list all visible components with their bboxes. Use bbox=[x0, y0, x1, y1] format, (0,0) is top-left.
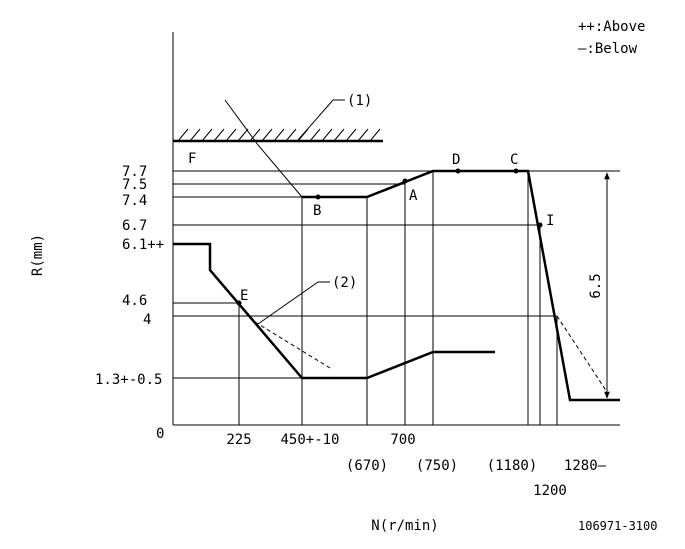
y-label: 4.6 bbox=[122, 293, 147, 309]
dimension-label: 6.5 bbox=[588, 273, 604, 298]
lower-curve bbox=[173, 242, 495, 380]
legend-text: ++:Above bbox=[578, 19, 645, 35]
point-label: E bbox=[240, 288, 248, 304]
point-label: C bbox=[510, 152, 518, 168]
callout: (1) bbox=[347, 93, 372, 109]
drawing-code: 106971-3100 bbox=[578, 519, 657, 533]
y-label: 7.5 bbox=[122, 177, 147, 193]
axis-title: R(mm) bbox=[30, 234, 46, 276]
point-label: D bbox=[452, 152, 460, 168]
x-label: 225 bbox=[226, 432, 251, 448]
y-label: 0 bbox=[156, 426, 164, 442]
point-dots bbox=[236, 168, 543, 306]
start-curve bbox=[224, 99, 303, 198]
upper-curve bbox=[302, 169, 620, 402]
x-label: 1200 bbox=[533, 483, 567, 499]
dashed-line bbox=[556, 315, 608, 393]
drawing bbox=[172, 32, 620, 426]
leader bbox=[297, 99, 345, 141]
y-label: 6.7 bbox=[122, 218, 147, 234]
y-label: 1.3+-0.5 bbox=[95, 372, 162, 388]
leader bbox=[257, 281, 330, 325]
callout: (2) bbox=[332, 275, 357, 291]
y-label: 7.7 bbox=[122, 164, 147, 180]
point-label: F bbox=[188, 151, 196, 167]
stopper bbox=[173, 128, 383, 143]
x-label: 700 bbox=[390, 432, 415, 448]
dashed-line bbox=[254, 321, 331, 369]
y-label: 6.1++ bbox=[122, 237, 164, 253]
axis-title: N(r/min) bbox=[371, 518, 438, 534]
y-label: 4 bbox=[143, 312, 151, 328]
x-label: (750) bbox=[416, 458, 458, 474]
point-label: I bbox=[546, 213, 554, 229]
x-label: (1180) bbox=[487, 458, 538, 474]
x-label: 450+-10 bbox=[280, 432, 339, 448]
point-label: A bbox=[409, 188, 418, 204]
x-label: 1280— bbox=[564, 458, 607, 474]
point-label: B bbox=[313, 203, 321, 219]
x-label: (670) bbox=[346, 458, 388, 474]
reference-lines bbox=[173, 170, 620, 425]
legend-text: —:Below bbox=[578, 41, 638, 57]
y-label: 7.4 bbox=[122, 193, 147, 209]
